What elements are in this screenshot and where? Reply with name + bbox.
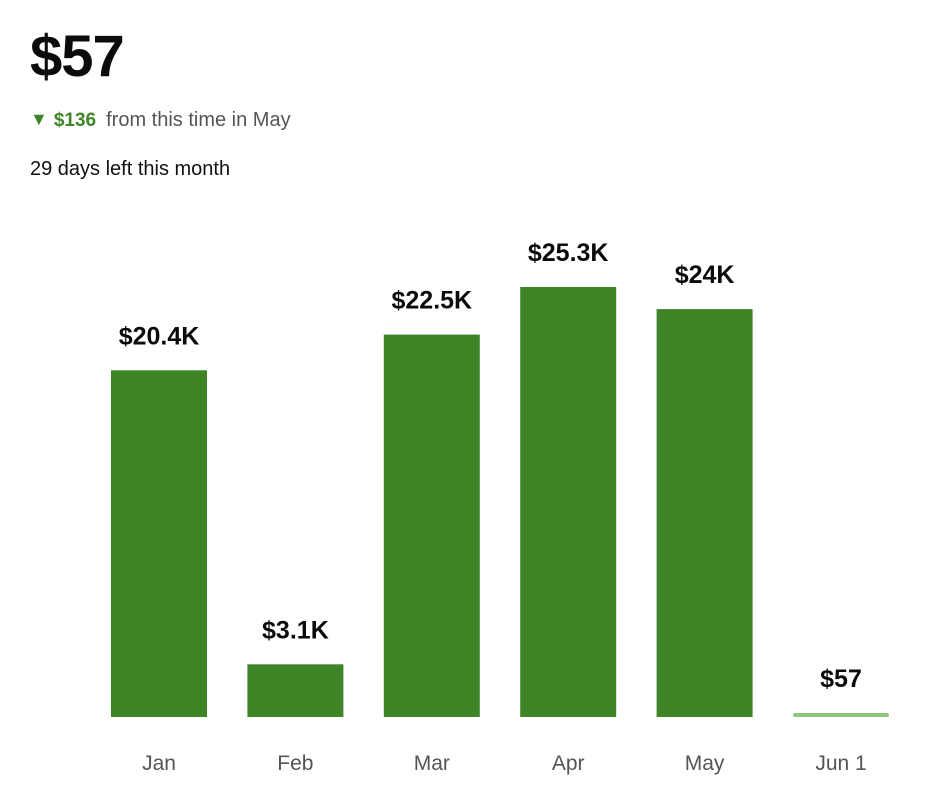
x-tick-label-may: May [685,752,725,775]
bar-value-label-jun-1: $57 [820,665,862,693]
days-left-text: 29 days left this month [30,158,231,180]
change-amount: $136 [53,110,97,131]
bar-feb[interactable] [247,664,344,717]
bar-value-label-feb: $3.1K [262,616,329,644]
x-tick-label-feb: Feb [277,752,313,775]
total-amount: $57 [30,24,125,89]
down-triangle-icon: ▼ [30,109,48,129]
bar-jan[interactable] [111,370,207,717]
bar-jun-1[interactable] [793,713,889,717]
bar-value-label-may: $24K [675,261,735,289]
bar-mar[interactable] [383,334,480,717]
x-tick-label-jan: Jan [142,752,176,775]
bar-value-label-mar: $22.5K [391,287,472,315]
bar-value-label-jan: $20.4K [119,322,200,350]
change-row: ▼ $136 from this time in May [30,110,291,130]
x-tick-label-jun-1: Jun 1 [815,752,866,775]
x-tick-label-apr: Apr [552,752,585,775]
change-description: from this time in May [106,109,291,131]
spending-summary: $57 ▼ $136 from this time in May 29 days… [30,22,291,181]
x-tick-label-mar: Mar [414,752,450,775]
bar-value-label-apr: $25.3K [528,239,609,267]
bar-apr[interactable] [520,287,617,717]
bar-may[interactable] [656,309,753,717]
